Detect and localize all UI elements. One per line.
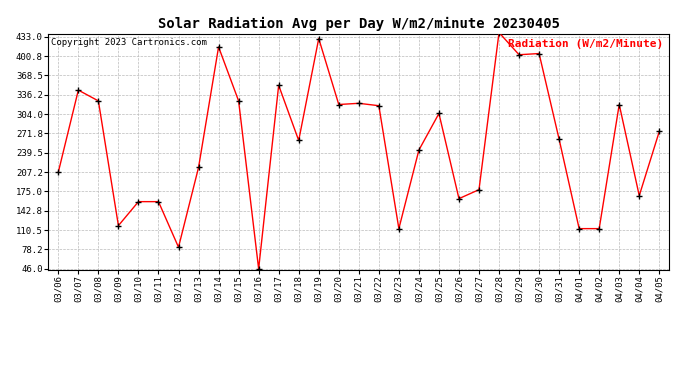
Title: Solar Radiation Avg per Day W/m2/minute 20230405: Solar Radiation Avg per Day W/m2/minute … [158, 17, 560, 31]
Text: Radiation (W/m2/Minute): Radiation (W/m2/Minute) [508, 39, 663, 48]
Text: Copyright 2023 Cartronics.com: Copyright 2023 Cartronics.com [51, 39, 207, 48]
